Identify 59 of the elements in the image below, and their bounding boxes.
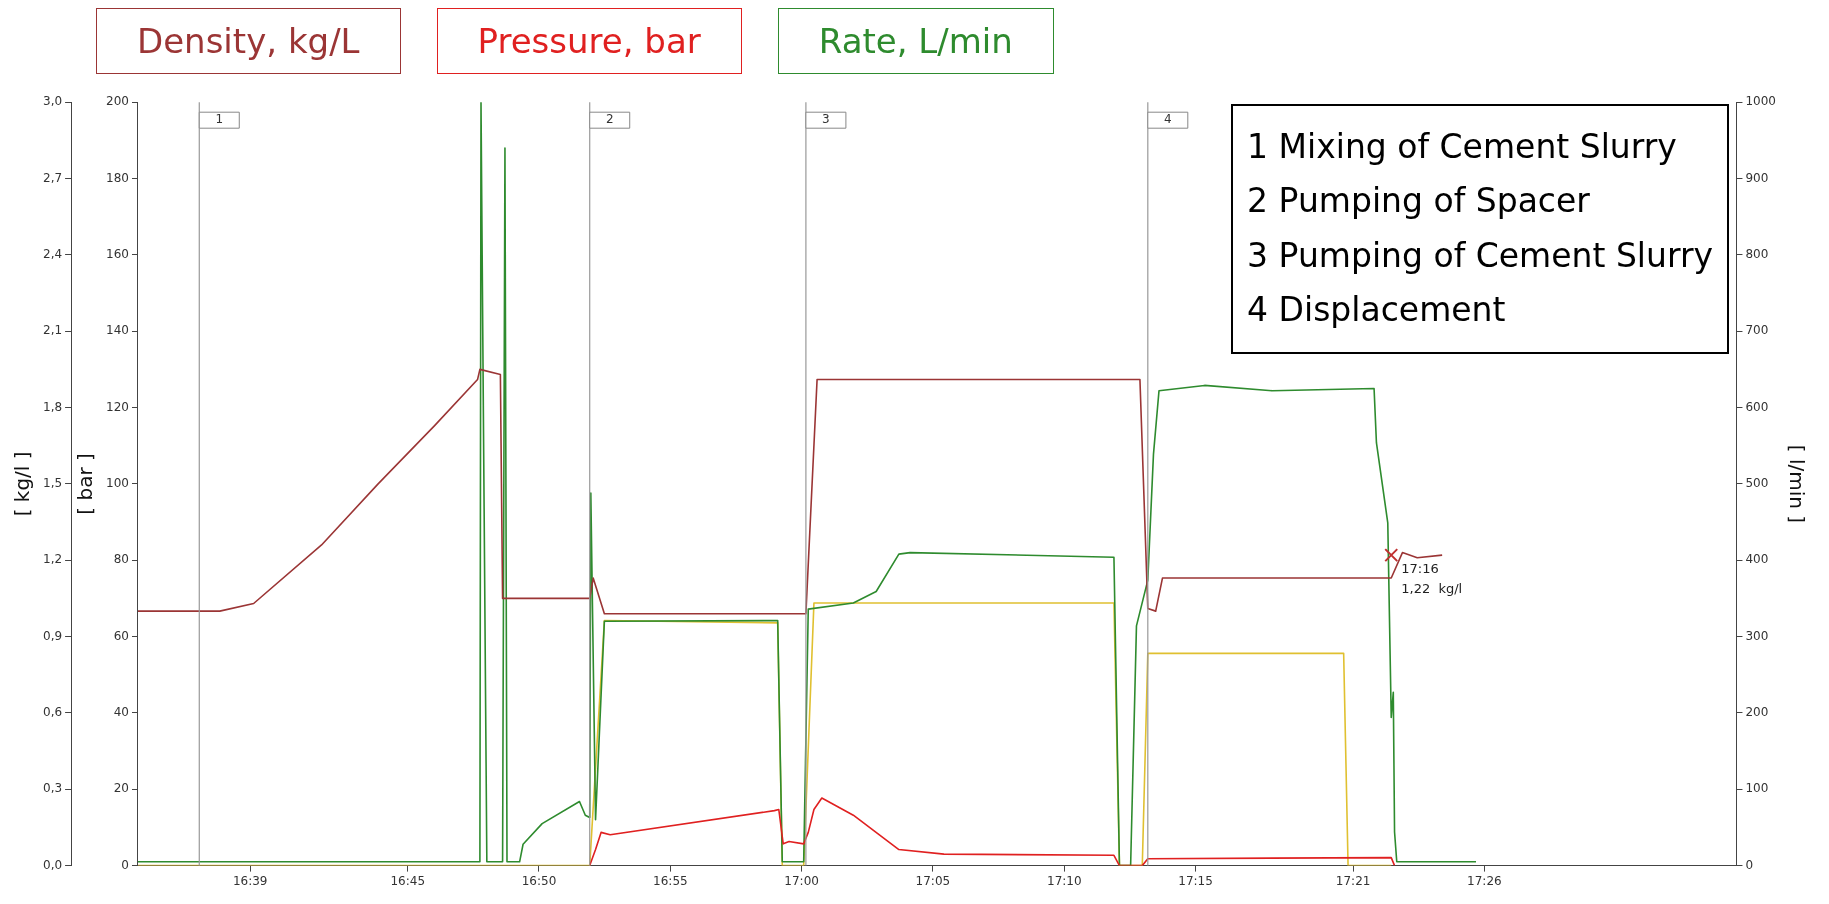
annotation: 2 Pumping of Spacer: [1247, 180, 1591, 223]
y3-tick-label: 140: [106, 323, 129, 338]
y2-tick-label: 200: [1745, 705, 1769, 720]
y2-tick-label: 600: [1745, 399, 1769, 414]
x-tick-label: 17:05: [915, 873, 951, 888]
y-axis-title: [ kg/l ]: [10, 451, 35, 517]
y-tick-label: 2,1: [42, 323, 63, 338]
y-tick-label: 1,8: [42, 399, 63, 414]
annotation: 1 Mixing of Cement Slurry: [1247, 126, 1678, 168]
y2-tick-label: 100: [1745, 781, 1769, 796]
annotation: 1: [215, 112, 224, 127]
annotation: 17:16: [1401, 560, 1439, 576]
y3-tick-label: 200: [106, 94, 129, 109]
x-tick-label: 16:55: [653, 873, 688, 888]
y-tick-label: 1,5: [42, 476, 63, 491]
annotation: 2: [605, 112, 614, 127]
x-tick-label: 17:26: [1467, 873, 1502, 888]
annotation: 3 Pumping of Cement Slurry: [1247, 234, 1713, 277]
y2-tick-label: 300: [1745, 628, 1769, 643]
x-tick-label: 17:00: [784, 873, 819, 888]
text: Pressure, bar: [436, 8, 742, 74]
annotation: 3: [822, 112, 830, 127]
y-tick-label: 0,0: [42, 857, 63, 872]
y3-tick-label: 160: [106, 247, 129, 262]
x-tick-label: 17:10: [1047, 873, 1082, 888]
y2-axis-title: [ l/min ]: [1784, 444, 1809, 524]
x-tick-label: 16:45: [390, 873, 426, 888]
y3-tick-label: 100: [106, 476, 129, 491]
y-tick-label: 2,4: [42, 247, 63, 262]
annotation: 4: [1163, 112, 1172, 127]
y-tick-label: 0,9: [42, 628, 63, 643]
y2-tick-label: 400: [1745, 552, 1769, 567]
y-tick-label: 2,7: [42, 170, 63, 185]
y2-tick-label: 700: [1745, 323, 1769, 338]
annotation: 4 Displacement: [1247, 289, 1507, 332]
x-tick-label: 16:50: [521, 873, 557, 888]
y2-tick-label: 1000: [1745, 94, 1777, 109]
y3-tick-label: 20: [113, 781, 129, 796]
y2-tick-label: 500: [1745, 476, 1769, 491]
y-tick-label: 1,2: [42, 552, 63, 567]
y2-tick-label: 900: [1745, 170, 1769, 185]
text: Rate, L/min: [777, 8, 1054, 74]
y3-axis-title: [ bar ]: [73, 453, 98, 515]
x-tick-label: 17:15: [1178, 873, 1213, 888]
y3-tick-label: 80: [113, 552, 129, 567]
x-tick-label: 17:21: [1335, 873, 1371, 888]
y-tick-label: 0,3: [42, 781, 63, 796]
y2-tick-label: 0: [1745, 857, 1754, 872]
y3-tick-label: 60: [113, 628, 129, 643]
y3-tick-label: 40: [113, 705, 129, 720]
y-tick-label: 0,6: [42, 705, 63, 720]
x-tick-label: 16:39: [232, 873, 268, 888]
y3-tick-label: 180: [106, 170, 129, 185]
annotation: 1,22 kg/l: [1401, 580, 1463, 596]
y3-tick-label: 0: [121, 857, 129, 872]
y-tick-label: 3,0: [42, 94, 63, 109]
text: Density, kg/L: [96, 8, 401, 74]
y3-tick-label: 120: [106, 399, 129, 414]
y2-tick-label: 800: [1745, 247, 1769, 262]
